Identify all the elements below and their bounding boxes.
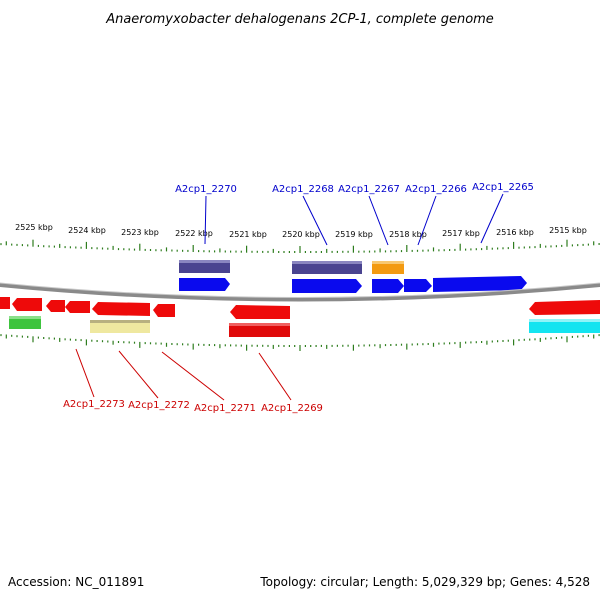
cog-box xyxy=(179,260,230,273)
gene-arrow xyxy=(433,276,527,292)
gene-label[interactable]: A2cp1_2267 xyxy=(338,184,400,195)
gene-arrow xyxy=(179,278,230,291)
gene-arrow xyxy=(372,279,404,293)
gene-arrow xyxy=(0,297,10,309)
gene-label[interactable]: A2cp1_2266 xyxy=(405,184,467,195)
gene-label[interactable]: A2cp1_2273 xyxy=(63,399,125,410)
label-leader-line xyxy=(480,193,504,244)
genome-backbone xyxy=(0,282,600,302)
label-leader-line xyxy=(417,195,437,246)
scale-label: 2518 kbp xyxy=(389,230,427,239)
cog-box-highlight xyxy=(90,320,150,323)
gene-arrow xyxy=(65,301,90,313)
scale-label: 2521 kbp xyxy=(229,230,267,239)
scale-label: 2525 kbp xyxy=(15,223,53,232)
scale-label: 2516 kbp xyxy=(496,228,534,237)
label-leader-line xyxy=(204,195,207,245)
gene-arrow xyxy=(153,304,175,317)
gene-arrow xyxy=(12,298,42,311)
gene-arrow xyxy=(46,300,65,312)
gene-label[interactable]: A2cp1_2271 xyxy=(194,403,256,414)
cog-box xyxy=(529,319,600,333)
cog-box xyxy=(372,261,404,274)
gene-label[interactable]: A2cp1_2272 xyxy=(128,400,190,411)
label-leader-line xyxy=(368,195,389,246)
gene-label[interactable]: A2cp1_2265 xyxy=(472,182,534,193)
scale-label: 2522 kbp xyxy=(175,229,213,238)
gene-arrow xyxy=(92,302,150,316)
gene-arrow xyxy=(529,300,600,315)
label-leader-line xyxy=(118,350,159,399)
gene-label[interactable]: A2cp1_2270 xyxy=(175,184,237,195)
label-leader-line xyxy=(161,351,225,401)
genome-backbone-highlight xyxy=(0,282,600,298)
cog-box-highlight xyxy=(529,319,600,322)
cog-box xyxy=(9,316,41,329)
scale-label: 2524 kbp xyxy=(68,226,106,235)
reverse-gene-labels: A2cp1_2273 A2cp1_2272 A2cp1_2271 A2cp1_2… xyxy=(63,348,323,414)
forward-gene-labels: A2cp1_2270 A2cp1_2268 A2cp1_2267 A2cp1_2… xyxy=(175,182,534,246)
cog-box-highlight xyxy=(372,261,404,264)
gene-label[interactable]: A2cp1_2268 xyxy=(272,184,334,195)
cog-box-highlight xyxy=(9,316,41,319)
reverse-cog-boxes xyxy=(9,316,600,337)
map-title: Anaeromyxobacter dehalogenans 2CP-1, com… xyxy=(105,12,494,27)
cog-box xyxy=(90,320,150,333)
forward-cog-boxes xyxy=(179,260,404,274)
cog-box xyxy=(229,323,290,337)
genome-info-text: Topology: circular; Length: 5,029,329 bp… xyxy=(259,575,590,589)
scale-labels: 2525 kbp 2524 kbp 2523 kbp 2522 kbp 2521… xyxy=(15,223,587,239)
gene-label[interactable]: A2cp1_2269 xyxy=(261,403,323,414)
gene-arrow xyxy=(230,305,290,319)
gene-arrow xyxy=(292,279,362,293)
cog-box xyxy=(292,261,362,274)
forward-genes xyxy=(179,276,527,293)
scale-label: 2517 kbp xyxy=(442,229,480,238)
reverse-genes xyxy=(0,297,600,319)
label-leader-line xyxy=(75,348,95,398)
cog-box-highlight xyxy=(292,261,362,264)
label-leader-line xyxy=(258,352,292,401)
cog-box-highlight xyxy=(229,323,290,326)
gene-arrow xyxy=(404,279,432,292)
accession-text: Accession: NC_011891 xyxy=(8,575,144,589)
cog-box-highlight xyxy=(179,260,230,263)
scale-label: 2515 kbp xyxy=(549,226,587,235)
label-leader-line xyxy=(302,195,328,246)
scale-label: 2519 kbp xyxy=(335,230,373,239)
scale-label: 2523 kbp xyxy=(121,228,159,237)
scale-label: 2520 kbp xyxy=(282,230,320,239)
tick-marks xyxy=(0,239,600,351)
